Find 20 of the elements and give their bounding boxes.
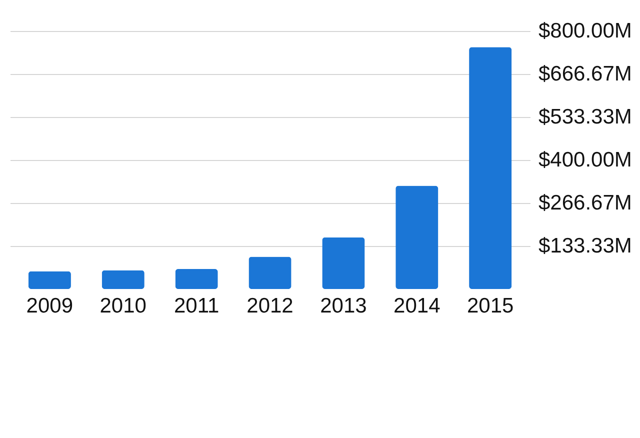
x-tick-label: 2010: [100, 294, 146, 318]
x-tick-label: 2011: [174, 294, 220, 318]
x-tick-label: 2015: [466, 294, 514, 318]
bar: [175, 269, 218, 289]
y-tick-label: $800.00M: [538, 20, 632, 42]
y-tick-label: $133.33M: [538, 234, 632, 258]
bar: [248, 256, 292, 289]
bar: [396, 186, 438, 289]
bar: [28, 271, 71, 289]
y-tick-label: $666.67M: [538, 62, 632, 86]
bar: [469, 47, 512, 289]
bar: [102, 270, 144, 289]
y-tick-label: $400.00M: [538, 148, 632, 172]
x-tick-label: 2014: [394, 294, 441, 318]
x-tick-label: 2009: [26, 294, 74, 318]
y-tick-label: $533.33M: [538, 106, 632, 128]
x-tick-label: 2012: [246, 294, 294, 318]
bar: [322, 237, 365, 289]
x-tick-label: 2013: [320, 294, 367, 318]
y-tick-label: $266.67M: [538, 192, 632, 214]
